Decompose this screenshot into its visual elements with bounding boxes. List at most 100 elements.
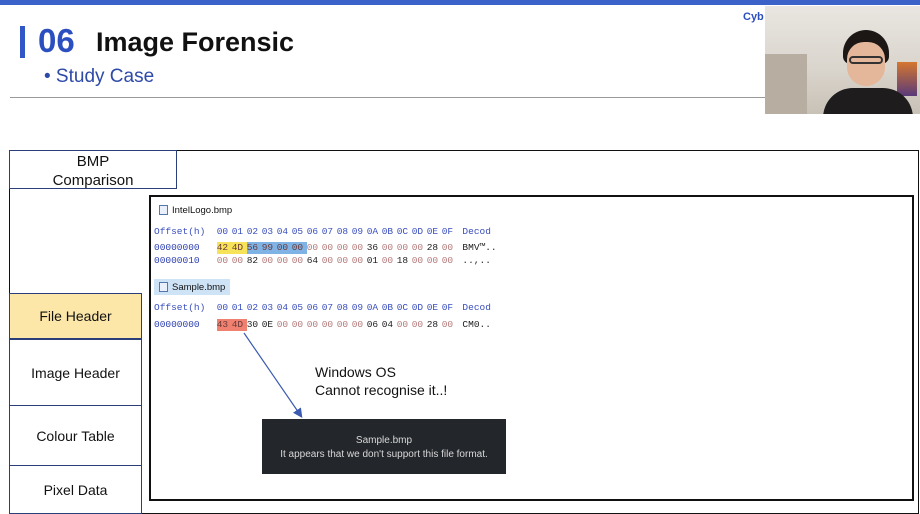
- hex-byte: 18: [396, 255, 409, 266]
- hex-byte: 00: [276, 319, 289, 330]
- hex-column-header: 0B: [381, 226, 394, 237]
- annotation-line-1: Windows OS: [315, 364, 396, 380]
- hex-decoded: ..,..: [456, 255, 491, 266]
- hex-tab-sample[interactable]: Sample.bmp: [154, 279, 231, 295]
- section-label: Colour Table: [36, 427, 115, 444]
- hex-byte: 00: [441, 255, 454, 266]
- hex-column-header: 02: [246, 226, 259, 237]
- hex-byte: 56: [246, 242, 262, 254]
- top-accent-bar: [0, 0, 920, 5]
- section-label: File Header: [39, 308, 112, 324]
- hex-column-header: 0A: [366, 226, 379, 237]
- hex-column-header: 0C: [396, 226, 409, 237]
- brand-label: Cyb: [743, 11, 764, 23]
- hex-column-header: 0B: [381, 302, 394, 313]
- hex-row: 00000000 43 4D 30 0E 00 00 00 00 00 00 06 04 00 00 28 0…: [154, 319, 491, 331]
- hex-offset: 00000000: [154, 319, 217, 330]
- hex-column-header: 06: [306, 302, 319, 313]
- unsupported-format-toast: Sample.bmp It appears that we don't supp…: [262, 419, 506, 474]
- file-icon: [159, 205, 168, 215]
- hex-column-header: 00: [216, 226, 229, 237]
- slide-title: Image Forensic: [96, 27, 295, 57]
- hex-column-header: 05: [291, 226, 304, 237]
- decoded-header: Decod: [456, 302, 491, 313]
- hex-byte: 00: [411, 319, 424, 330]
- webcam-feed: [765, 6, 920, 114]
- hex-byte: 00: [306, 242, 319, 253]
- section-label: Image Header: [31, 364, 120, 381]
- annotation-note: Windows OS Cannot recognise it..!: [315, 363, 447, 399]
- hex-byte: 82: [246, 255, 259, 266]
- tab-label: IntelLogo.bmp: [172, 204, 233, 216]
- hex-cutoff: [154, 333, 560, 336]
- hex-byte: 00: [396, 319, 409, 330]
- hex-byte: 28: [426, 242, 439, 253]
- hex-byte: 00: [351, 319, 364, 330]
- hex-byte: 06: [366, 319, 379, 330]
- section-image-header: Image Header: [9, 339, 142, 406]
- hex-column-header: 09: [351, 226, 364, 237]
- hex-byte: 00: [336, 255, 349, 266]
- hex-header-row: Offset(h) 00 01 02 03 04 05 06 07 08 09 0A 0B 0C 0D 0E…: [154, 302, 491, 314]
- hex-byte: 64: [306, 255, 319, 266]
- hex-byte: 00: [351, 255, 364, 266]
- hex-byte: 00: [291, 242, 307, 254]
- hex-byte: 00: [381, 255, 394, 266]
- hex-column-header: 07: [321, 302, 334, 313]
- hex-offset-header: Offset(h): [154, 226, 217, 237]
- hex-tab-intellogo[interactable]: IntelLogo.bmp: [154, 202, 237, 218]
- bmp-comparison-label: BMP Comparison: [9, 150, 177, 189]
- hex-byte: 00: [321, 242, 334, 253]
- hex-column-header: 0D: [411, 226, 424, 237]
- slide-number: 06: [38, 22, 75, 59]
- section-colour-table: Colour Table: [9, 405, 142, 466]
- section-file-header: File Header: [9, 293, 142, 339]
- hex-byte: 00: [336, 242, 349, 253]
- decoded-header: Decod: [456, 226, 491, 237]
- webcam-poster: [897, 62, 917, 96]
- hex-column-header: 04: [276, 226, 289, 237]
- hex-byte: 00: [411, 255, 424, 266]
- hex-byte: 00: [276, 242, 292, 254]
- hex-row: 00000010 00 00 82 00 00 00 64 00 00 00 01 00 18 00 00 0…: [154, 255, 491, 267]
- hex-decoded: CM0..: [456, 319, 491, 330]
- hex-view-intellogo: Offset(h) 00 01 02 03 04 05 06 07 08 09 0A 0B 0C 0D 0E…: [154, 224, 560, 272]
- hex-byte: 04: [381, 319, 394, 330]
- hex-column-header: 0C: [396, 302, 409, 313]
- hex-column-header: 0D: [411, 302, 424, 313]
- hex-byte: 00: [336, 319, 349, 330]
- hex-column-header: 07: [321, 226, 334, 237]
- hex-byte: 00: [261, 255, 274, 266]
- hex-column-header: 02: [246, 302, 259, 313]
- hex-byte: 01: [366, 255, 379, 266]
- annotation-line-2: Cannot recognise it..!: [315, 382, 448, 398]
- hex-view-sample: Offset(h) 00 01 02 03 04 05 06 07 08 09 0A 0B 0C 0D 0E…: [154, 300, 560, 336]
- section-marker: [20, 26, 25, 58]
- hex-byte: 42: [216, 242, 232, 254]
- toast-message: It appears that we don't support this fi…: [280, 449, 488, 460]
- hex-column-header: 0F: [441, 226, 454, 237]
- hex-column-header: 01: [231, 302, 244, 313]
- presenter-face-front: [847, 42, 885, 86]
- hex-offset: 00000000: [154, 242, 217, 253]
- hex-byte: 00: [216, 255, 229, 266]
- hex-column-header: 06: [306, 226, 319, 237]
- hex-column-header: 0A: [366, 302, 379, 313]
- hex-column-header: 0E: [426, 302, 439, 313]
- hex-byte: 36: [366, 242, 379, 253]
- hex-column-header: 0F: [441, 302, 454, 313]
- hex-byte: 30: [246, 319, 259, 330]
- hex-byte: 00: [231, 255, 244, 266]
- hex-byte: 4D: [231, 242, 247, 254]
- hex-byte: 00: [381, 242, 394, 253]
- hex-byte: 00: [441, 319, 454, 330]
- hex-byte: 00: [411, 242, 424, 253]
- hex-byte: 4D: [231, 319, 247, 331]
- presenter-glasses: [849, 56, 883, 64]
- file-icon: [159, 282, 168, 292]
- hex-column-header: 04: [276, 302, 289, 313]
- hex-byte: 00: [321, 319, 334, 330]
- hex-byte: 00: [426, 255, 439, 266]
- section-pixel-data: Pixel Data: [9, 465, 142, 514]
- hex-byte: 00: [276, 255, 289, 266]
